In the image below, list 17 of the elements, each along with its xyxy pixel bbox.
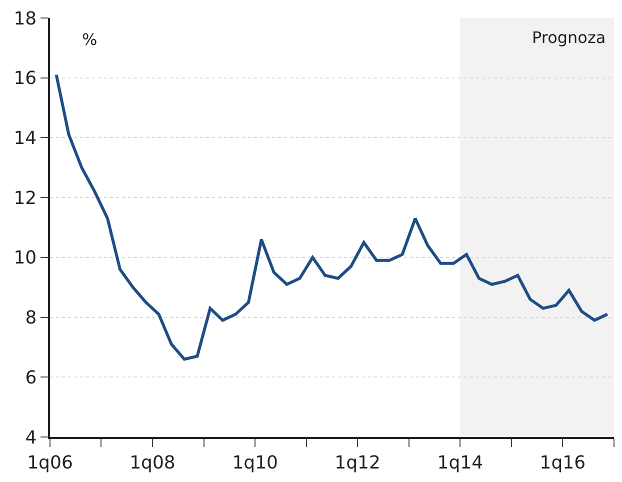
x-tick-label: 1q14 [437, 452, 484, 474]
y-tick-label: 6 [25, 367, 37, 388]
x-tick-label: 1q10 [232, 452, 278, 474]
x-tick-label: 1q16 [540, 452, 586, 474]
x-tick-label: 1q06 [27, 452, 73, 474]
y-axis-title: % [82, 30, 98, 49]
y-tick-label: 18 [14, 8, 37, 30]
y-tick-label: 14 [14, 128, 37, 150]
x-tick-label: 1q08 [130, 452, 176, 474]
band-label: Prognoza [532, 28, 606, 47]
y-tick-label: 16 [14, 68, 37, 90]
line-series [54, 73, 609, 361]
y-tick-label: 8 [25, 308, 37, 329]
y-tick-label: 12 [14, 188, 37, 209]
y-tick-label: 4 [25, 427, 37, 448]
y-tick-label: 10 [14, 248, 37, 269]
x-tick-label: 1q12 [334, 452, 380, 474]
